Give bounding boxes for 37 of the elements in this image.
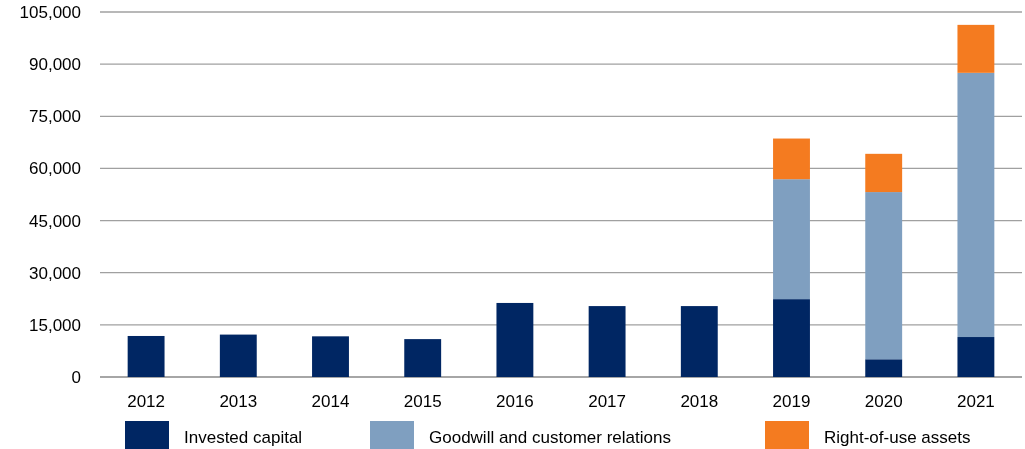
x-tick-label: 2014	[311, 392, 350, 411]
bar	[680, 306, 718, 377]
x-tick-label: 2021	[956, 392, 995, 411]
x-tick-label: 2017	[588, 392, 627, 411]
y-tick-label: 90,000	[29, 55, 81, 75]
x-tick-label: 2012	[127, 392, 166, 411]
bar	[957, 24, 995, 73]
bar	[773, 299, 810, 377]
y-tick-label: 60,000	[29, 159, 81, 179]
bar	[865, 192, 903, 360]
x-tick-label: 2020	[864, 392, 903, 411]
x-tick-label: 2018	[680, 392, 719, 411]
bar	[865, 153, 903, 193]
bar	[312, 336, 349, 377]
y-tick-label: 30,000	[29, 263, 81, 283]
bar	[957, 72, 995, 338]
bar	[404, 339, 442, 377]
x-tick-label: 2015	[403, 392, 442, 411]
bar	[865, 359, 903, 377]
bar	[496, 302, 534, 377]
bar	[127, 335, 165, 377]
x-tick-label: 2016	[495, 392, 534, 411]
bar	[773, 138, 810, 180]
x-tick-label: 2019	[772, 392, 811, 411]
y-tick-label: 105,000	[19, 2, 81, 22]
x-tick-label: 2013	[219, 392, 258, 411]
legend-label: Invested capital	[184, 427, 303, 447]
y-tick-label: 0	[71, 367, 81, 387]
bar	[219, 334, 257, 377]
bar	[588, 306, 626, 377]
bar	[773, 179, 810, 300]
y-tick-label: 45,000	[29, 211, 81, 231]
y-tick-label: 15,000	[29, 315, 81, 335]
y-tick-label: 75,000	[29, 107, 81, 127]
bar	[957, 337, 995, 377]
legend-label: Goodwill and customer relations	[429, 427, 671, 447]
legend-label: Right-of-use assets	[824, 427, 971, 447]
